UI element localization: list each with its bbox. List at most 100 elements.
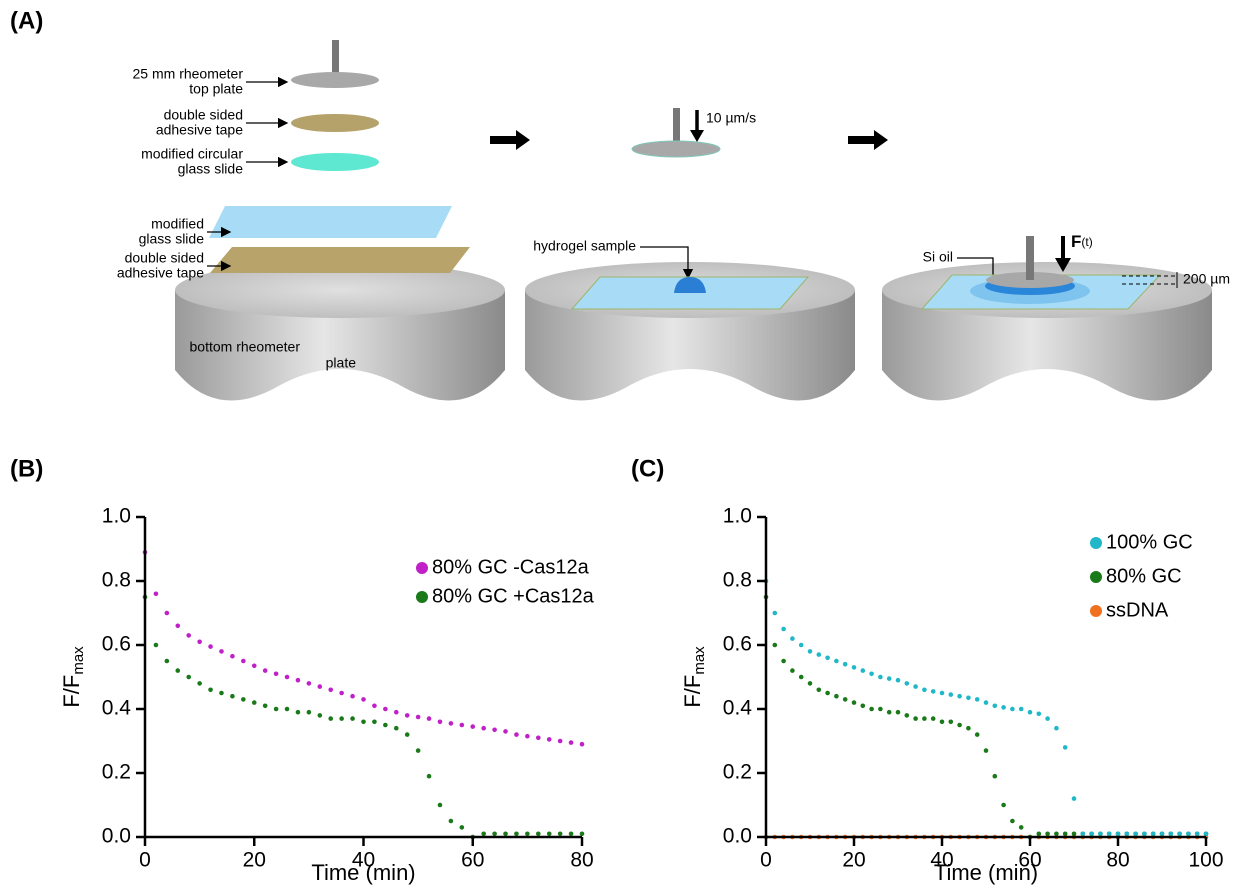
legend-label: 100% GC xyxy=(1106,531,1193,553)
data-point xyxy=(307,710,312,715)
data-point xyxy=(252,700,257,705)
data-point xyxy=(852,700,857,705)
data-point xyxy=(834,694,839,699)
data-point xyxy=(773,643,778,648)
data-point xyxy=(252,664,257,669)
data-point xyxy=(536,736,541,741)
data-point xyxy=(861,704,866,709)
label: modified circular xyxy=(141,146,243,162)
data-point xyxy=(186,633,191,638)
x-tick-label: 80 xyxy=(570,849,593,872)
data-point xyxy=(984,700,989,705)
label: plate xyxy=(326,355,357,371)
data-point xyxy=(175,624,180,629)
label: top plate xyxy=(189,81,243,97)
data-point xyxy=(984,748,989,753)
data-point xyxy=(922,716,927,721)
force-label: F(t) xyxy=(1071,232,1093,251)
data-point xyxy=(492,728,497,733)
data-point xyxy=(922,688,927,693)
data-point xyxy=(405,713,410,718)
data-point xyxy=(1125,832,1130,837)
data-point xyxy=(896,710,901,715)
x-axis-title: Time (min) xyxy=(934,860,1038,885)
data-point xyxy=(1019,825,1024,830)
data-point xyxy=(427,716,432,721)
label: double sided xyxy=(164,107,243,123)
data-point xyxy=(503,832,508,837)
data-point xyxy=(263,668,268,673)
data-point xyxy=(219,691,224,696)
data-point xyxy=(536,832,541,837)
data-point xyxy=(825,691,830,696)
x-tick-label: 60 xyxy=(461,849,484,872)
data-point xyxy=(1107,832,1112,837)
data-point xyxy=(1195,832,1200,837)
panel-label: (C) xyxy=(631,455,664,482)
data-point xyxy=(154,643,159,648)
data-point xyxy=(219,649,224,654)
data-point xyxy=(241,659,246,664)
figure: (A) 25 mm rheometer top plate double sid… xyxy=(0,0,1252,890)
data-point xyxy=(1169,832,1174,837)
data-point xyxy=(931,716,936,721)
data-point xyxy=(878,707,883,712)
data-point xyxy=(372,720,377,725)
data-point xyxy=(547,737,552,742)
y-tick-label: 0.6 xyxy=(102,633,131,656)
y-tick-label: 1.0 xyxy=(723,505,752,528)
legend-marker xyxy=(416,562,428,574)
data-point xyxy=(558,739,563,744)
data-point xyxy=(790,636,795,641)
data-point xyxy=(580,742,585,747)
data-point xyxy=(975,697,980,702)
data-point xyxy=(1142,832,1147,837)
data-point xyxy=(230,654,235,659)
data-point xyxy=(318,684,323,689)
data-point xyxy=(350,694,355,699)
data-point xyxy=(558,832,563,837)
label: 25 mm rheometer xyxy=(133,66,244,82)
data-point xyxy=(993,704,998,709)
data-point xyxy=(1204,832,1209,837)
data-point xyxy=(416,715,421,720)
legend-marker xyxy=(1090,537,1102,549)
data-point xyxy=(1037,832,1042,837)
data-point xyxy=(383,707,388,712)
data-point xyxy=(1019,707,1024,712)
data-point xyxy=(949,692,954,697)
x-tick-label: 20 xyxy=(842,849,865,872)
data-point xyxy=(416,748,421,753)
data-point xyxy=(503,729,508,734)
data-point xyxy=(165,611,170,616)
data-point xyxy=(799,675,804,680)
data-point xyxy=(1072,832,1077,837)
y-tick-label: 0.8 xyxy=(102,569,131,592)
label: adhesive tape xyxy=(156,122,243,138)
data-point xyxy=(896,678,901,683)
y-tick-label: 0.8 xyxy=(723,569,752,592)
data-point xyxy=(966,696,971,701)
data-point xyxy=(781,659,786,664)
data-point xyxy=(514,832,519,837)
data-point xyxy=(197,640,202,645)
label: Si oil xyxy=(923,249,953,265)
data-point xyxy=(274,707,279,712)
label: bottom rheometer xyxy=(190,339,301,355)
data-point xyxy=(913,716,918,721)
data-point xyxy=(481,726,486,731)
data-point xyxy=(427,774,432,779)
data-point xyxy=(799,643,804,648)
data-point xyxy=(580,832,585,837)
y-tick-label: 0.0 xyxy=(723,825,752,848)
data-point xyxy=(1054,726,1059,731)
data-point xyxy=(949,720,954,725)
data-point xyxy=(438,803,443,808)
data-point xyxy=(285,707,290,712)
data-point xyxy=(197,681,202,686)
data-point xyxy=(1054,832,1059,837)
label: 10 µm/s xyxy=(706,110,756,126)
y-axis-title: F/Fmax xyxy=(680,646,708,708)
y-tick-label: 0.0 xyxy=(102,825,131,848)
data-point xyxy=(394,726,399,731)
